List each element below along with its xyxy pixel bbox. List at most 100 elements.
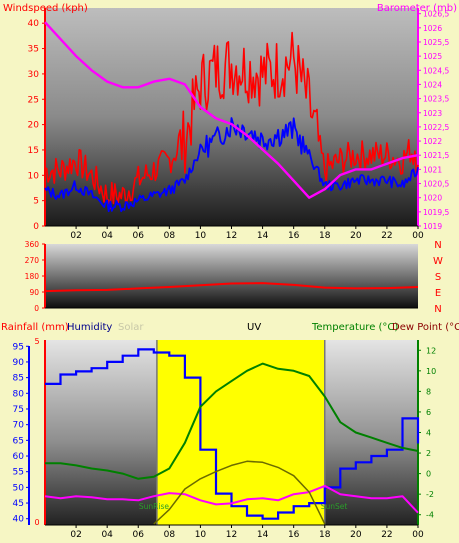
x-tick-label: 00 bbox=[412, 530, 424, 540]
temperature-tick-label: 6 bbox=[426, 408, 431, 417]
direction-tick-label: 180 bbox=[25, 272, 40, 281]
wind-tick-label: 35 bbox=[28, 45, 39, 55]
baro-tick-label: 1022,5 bbox=[423, 123, 449, 132]
wind-tick-label: 30 bbox=[28, 70, 40, 80]
humidity-tick-label: 75 bbox=[13, 405, 24, 415]
x-tick-label: 12 bbox=[226, 530, 237, 540]
x-tick-label: 02 bbox=[70, 231, 81, 241]
compass-label: N bbox=[434, 304, 441, 315]
baro-axis-title: Barometer (mb) bbox=[377, 3, 457, 14]
dewpoint-axis-title: Dew Point (°C bbox=[392, 322, 459, 333]
x-tick-label: 06 bbox=[133, 530, 145, 540]
direction-tick-label: 270 bbox=[25, 256, 40, 265]
plot-area-wind bbox=[45, 8, 418, 226]
temperature-axis-title: Temperature (°C) bbox=[311, 322, 398, 333]
daylight-band bbox=[156, 340, 325, 525]
x-tick-label: 22 bbox=[381, 231, 392, 241]
baro-tick-label: 1019,5 bbox=[423, 208, 449, 217]
wind-tick-label: 10 bbox=[28, 171, 40, 181]
x-tick-label: 16 bbox=[288, 231, 300, 241]
x-tick-label: 16 bbox=[288, 530, 300, 540]
rain-tick-label: 5 bbox=[34, 337, 39, 346]
solar-axis-title: Solar bbox=[118, 322, 144, 333]
wind-direction-line bbox=[44, 282, 419, 293]
x-tick-label: 12 bbox=[226, 231, 237, 241]
temperature-tick-label: 12 bbox=[426, 346, 436, 355]
wind-axis-title: Windspeed (kph) bbox=[3, 3, 88, 14]
x-tick-label: 20 bbox=[350, 530, 362, 540]
dewpoint-line bbox=[44, 484, 419, 514]
baro-tick-label: 1025,5 bbox=[423, 38, 449, 47]
x-tick-label: 18 bbox=[319, 231, 331, 241]
x-tick-label: 14 bbox=[257, 530, 269, 540]
baro-tick-label: 1021 bbox=[423, 165, 442, 174]
baro-tick-label: 1023 bbox=[423, 109, 442, 118]
temperature-tick-label: 0 bbox=[426, 470, 431, 479]
temperature-tick-label: 4 bbox=[426, 429, 431, 438]
baro-tick-label: 1022 bbox=[423, 137, 442, 146]
baro-tick-label: 1020 bbox=[423, 194, 442, 203]
x-tick-label: 10 bbox=[195, 530, 207, 540]
baro-tick-label: 1026 bbox=[423, 24, 442, 33]
temperature-tick-label: 10 bbox=[426, 367, 436, 376]
x-tick-label: 04 bbox=[101, 231, 113, 241]
plot-area-direction bbox=[45, 244, 418, 308]
x-tick-label: 22 bbox=[381, 530, 392, 540]
baro-tick-label: 1026,5 bbox=[423, 10, 449, 19]
wind-tick-label: 5 bbox=[33, 197, 39, 207]
x-tick-label: 20 bbox=[350, 231, 362, 241]
wind-speed-line bbox=[44, 117, 419, 213]
temperature-tick-label: -2 bbox=[426, 490, 434, 499]
x-tick-label: 08 bbox=[164, 530, 176, 540]
wind-tick-label: 40 bbox=[28, 19, 40, 29]
x-tick-label: 02 bbox=[70, 530, 81, 540]
x-tick-label: 04 bbox=[101, 530, 113, 540]
wind-tick-label: 15 bbox=[28, 146, 39, 156]
x-tick-label: 00 bbox=[412, 231, 424, 241]
rainfall-axis-title: Rainfall (mm) bbox=[1, 322, 69, 333]
humidity-tick-label: 45 bbox=[13, 499, 24, 509]
humidity-tick-label: 50 bbox=[13, 483, 25, 493]
sunset-label: SunSet bbox=[321, 502, 348, 511]
x-tick-label: 10 bbox=[195, 231, 207, 241]
uv-axis-title: UV bbox=[247, 322, 261, 333]
temperature-tick-label: 2 bbox=[426, 449, 431, 458]
baro-tick-label: 1024,5 bbox=[423, 66, 449, 75]
x-tick-label: 14 bbox=[257, 231, 269, 241]
humidity-tick-label: 55 bbox=[13, 468, 24, 478]
humidity-tick-label: 85 bbox=[13, 374, 24, 384]
compass-label: S bbox=[435, 272, 441, 283]
temperature-line bbox=[45, 362, 419, 480]
x-tick-label: 06 bbox=[133, 231, 145, 241]
wind-tick-label: 20 bbox=[28, 121, 40, 131]
wind-tick-label: 0 bbox=[33, 222, 39, 232]
compass-label: E bbox=[435, 288, 441, 299]
baro-tick-label: 1024 bbox=[423, 80, 442, 89]
x-tick-label: 18 bbox=[319, 530, 331, 540]
direction-tick-label: 360 bbox=[25, 240, 40, 249]
baro-tick-label: 1021,5 bbox=[423, 151, 449, 160]
baro-tick-label: 1025 bbox=[423, 52, 442, 61]
baro-tick-label: 1019 bbox=[423, 222, 442, 231]
humidity-tick-label: 70 bbox=[13, 421, 25, 431]
compass-label: W bbox=[433, 256, 443, 267]
direction-tick-label: 90 bbox=[29, 288, 39, 297]
baro-tick-label: 1023,5 bbox=[423, 95, 449, 104]
barometer-line bbox=[44, 21, 419, 199]
temperature-tick-label: -4 bbox=[426, 511, 434, 520]
compass-label: N bbox=[434, 240, 441, 251]
humidity-tick-label: 80 bbox=[13, 389, 25, 399]
humidity-tick-label: 95 bbox=[13, 342, 24, 352]
humidity-line bbox=[45, 348, 420, 520]
x-tick-label: 08 bbox=[164, 231, 176, 241]
humidity-tick-label: 65 bbox=[13, 436, 24, 446]
humidity-tick-label: 90 bbox=[13, 358, 25, 368]
direction-tick-label: 0 bbox=[34, 304, 39, 313]
baro-tick-label: 1020,5 bbox=[423, 180, 449, 189]
wind-tick-label: 25 bbox=[28, 95, 39, 105]
humidity-axis-title: Humidity bbox=[67, 322, 112, 333]
sunrise-label: SunRise bbox=[139, 502, 169, 511]
rain-tick-label: 0 bbox=[34, 518, 39, 527]
